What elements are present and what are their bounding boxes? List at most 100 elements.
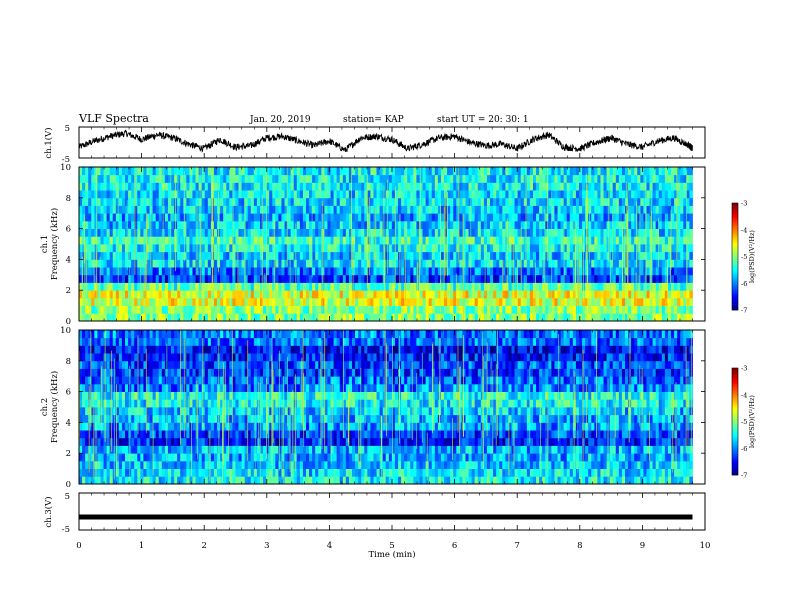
ch1-spectrogram-cell xyxy=(327,236,331,245)
ch1-spectrogram-cell xyxy=(287,213,292,222)
ch1-spectrogram-cell xyxy=(213,213,218,222)
ch2-spectrogram-cell xyxy=(315,468,319,477)
ch2-spectrogram-cell xyxy=(551,468,555,477)
ch1-spectrogram-cell xyxy=(391,313,396,322)
ch1-spectrogram-cell xyxy=(128,182,132,191)
ch1-spectrogram-cell xyxy=(100,197,104,206)
ch1-spectrogram-cell xyxy=(514,197,519,206)
ch1-spectrogram-cell xyxy=(352,228,356,237)
ch1-spectrogram-cell xyxy=(302,267,307,276)
ch1-spectrogram-cell xyxy=(241,259,246,268)
ch1-spectrogram-cell xyxy=(238,297,242,306)
ch1-spectrogram-cell xyxy=(183,213,187,222)
ch2-spectrogram-cell xyxy=(490,460,494,469)
ch1-spectrogram-cell xyxy=(474,267,479,276)
ch2-spectrogram-cell xyxy=(140,468,144,477)
ch1-spectrogram-cell xyxy=(339,228,344,237)
ch2-spectrogram-cell xyxy=(143,453,147,462)
ch1-spectrogram-cell xyxy=(253,197,258,206)
ch1-spectrogram-cell xyxy=(677,174,681,183)
ch1-spectrogram-cell xyxy=(177,236,181,245)
ch1-spectrogram-cell xyxy=(253,290,258,299)
ch1-spectrogram-cell xyxy=(640,205,644,214)
ch2-spectrogram-cell xyxy=(569,460,574,469)
ch2-spectrogram-cell xyxy=(664,460,669,469)
ch1-spectrogram-cell xyxy=(158,259,163,268)
ch1-spectrogram-cell xyxy=(321,197,325,206)
ch1-spectrogram-cell xyxy=(686,197,690,206)
ch1-spectrogram-cell xyxy=(305,267,310,276)
ch1-spectrogram-cell xyxy=(569,167,574,176)
ch2-spectrogram-cell xyxy=(410,476,414,485)
ch1-spectrogram-cell xyxy=(391,197,396,206)
ch1-spectrogram-cell xyxy=(447,305,451,314)
ch1-spectrogram-cell xyxy=(646,174,650,183)
ch1-spectrogram-cell xyxy=(238,259,242,268)
ch1-spectrogram-cell xyxy=(305,305,310,314)
ch1-spectrogram-colorbar-cell xyxy=(732,224,738,227)
ch1-spectrogram-cell xyxy=(588,267,592,276)
ch1-spectrogram-cell xyxy=(232,267,236,276)
ch1-spectrogram-cell xyxy=(401,228,405,237)
ch1-spectrogram-cell xyxy=(348,197,353,206)
ch1-spectrogram-cell xyxy=(367,267,371,276)
ch1-spectrogram-cell xyxy=(213,205,218,214)
ch1-spectrogram-cell xyxy=(364,190,368,199)
ch1-spectrogram-cell xyxy=(250,251,255,260)
ch1-spectrogram-cell xyxy=(263,190,267,199)
ch1-spectrogram-cell xyxy=(640,182,644,191)
ch1-spectrogram-cell xyxy=(293,297,298,306)
ch2-spectrogram-cell xyxy=(253,476,258,485)
ch2-spectrogram-cell xyxy=(542,453,546,462)
ch1-spectrogram-cell xyxy=(352,305,356,314)
ch2-spectrogram-cell xyxy=(299,460,304,469)
ch1-spectrogram-cell xyxy=(177,259,181,268)
ch1-spectrogram-cell xyxy=(266,297,270,306)
ch1-spectrogram-cell xyxy=(220,267,224,276)
ch1-spectrogram-cell xyxy=(330,290,334,299)
ch1-spectrogram-cell xyxy=(333,244,338,253)
ch1-spectrogram-cell xyxy=(658,190,663,199)
ch1-spectrogram-cell xyxy=(309,259,313,268)
ch1-spectrogram-cell xyxy=(447,313,451,322)
ch1-spectrogram-cell xyxy=(637,251,641,260)
ch1-spectrogram-cell xyxy=(140,251,144,260)
ch2-spectrogram-cell xyxy=(536,476,540,485)
ch1-spectrogram-cell xyxy=(440,220,445,229)
ch2-spectrogram-cell xyxy=(428,468,433,477)
ch1-spectrogram-cell xyxy=(266,197,270,206)
ch1-spectrogram-cell xyxy=(121,190,126,199)
ch1-spectrogram-cell xyxy=(686,282,690,291)
ch1-spectrogram-cell xyxy=(278,205,282,214)
ch1-spectrogram-cell xyxy=(244,297,249,306)
ch1-spectrogram-cell xyxy=(339,174,344,183)
ch2-spectrogram-cell xyxy=(499,476,503,485)
ch1-spectrogram-colorbar-cell xyxy=(732,308,738,311)
ch1-spectrogram-cell xyxy=(575,190,580,199)
ch1-spectrogram-cell xyxy=(118,228,123,237)
ch1-spectrogram-cell xyxy=(287,251,292,260)
ch1-spectrogram-cell xyxy=(615,259,620,268)
ch1-spectrogram-cell xyxy=(177,313,181,322)
ch1-spectrogram-cell xyxy=(121,251,126,260)
ch1-spectrogram-cell xyxy=(566,244,571,253)
ch1-spectrogram-cell xyxy=(134,313,138,322)
ch1-spectrogram-cell xyxy=(348,259,353,268)
ch1-spectrogram-cell xyxy=(677,182,681,191)
ch1-spectrogram-cell xyxy=(658,167,663,176)
ch1-spectrogram-cell xyxy=(278,167,282,176)
ch1-spectrogram-cell xyxy=(664,182,669,191)
ch1-spectrogram-cell xyxy=(235,197,239,206)
ch1-spectrogram-cell xyxy=(416,282,420,291)
ch2-spectrogram-cell xyxy=(100,453,104,462)
ch1-spectrogram-cell xyxy=(327,251,331,260)
ch1-spectrogram-cell xyxy=(241,244,246,253)
ch1-spectrogram-cell xyxy=(646,313,650,322)
ch1-spectrogram-cell xyxy=(388,174,393,183)
ch1-spectrogram-cell xyxy=(529,290,534,299)
ch2-spectrogram-cell xyxy=(572,453,577,462)
ch1-spectrogram-cell xyxy=(551,290,555,299)
ch1-spectrogram-cell xyxy=(398,167,402,176)
ch1-spectrogram-cell xyxy=(263,205,267,214)
ch1-spectrogram-cell xyxy=(109,297,114,306)
